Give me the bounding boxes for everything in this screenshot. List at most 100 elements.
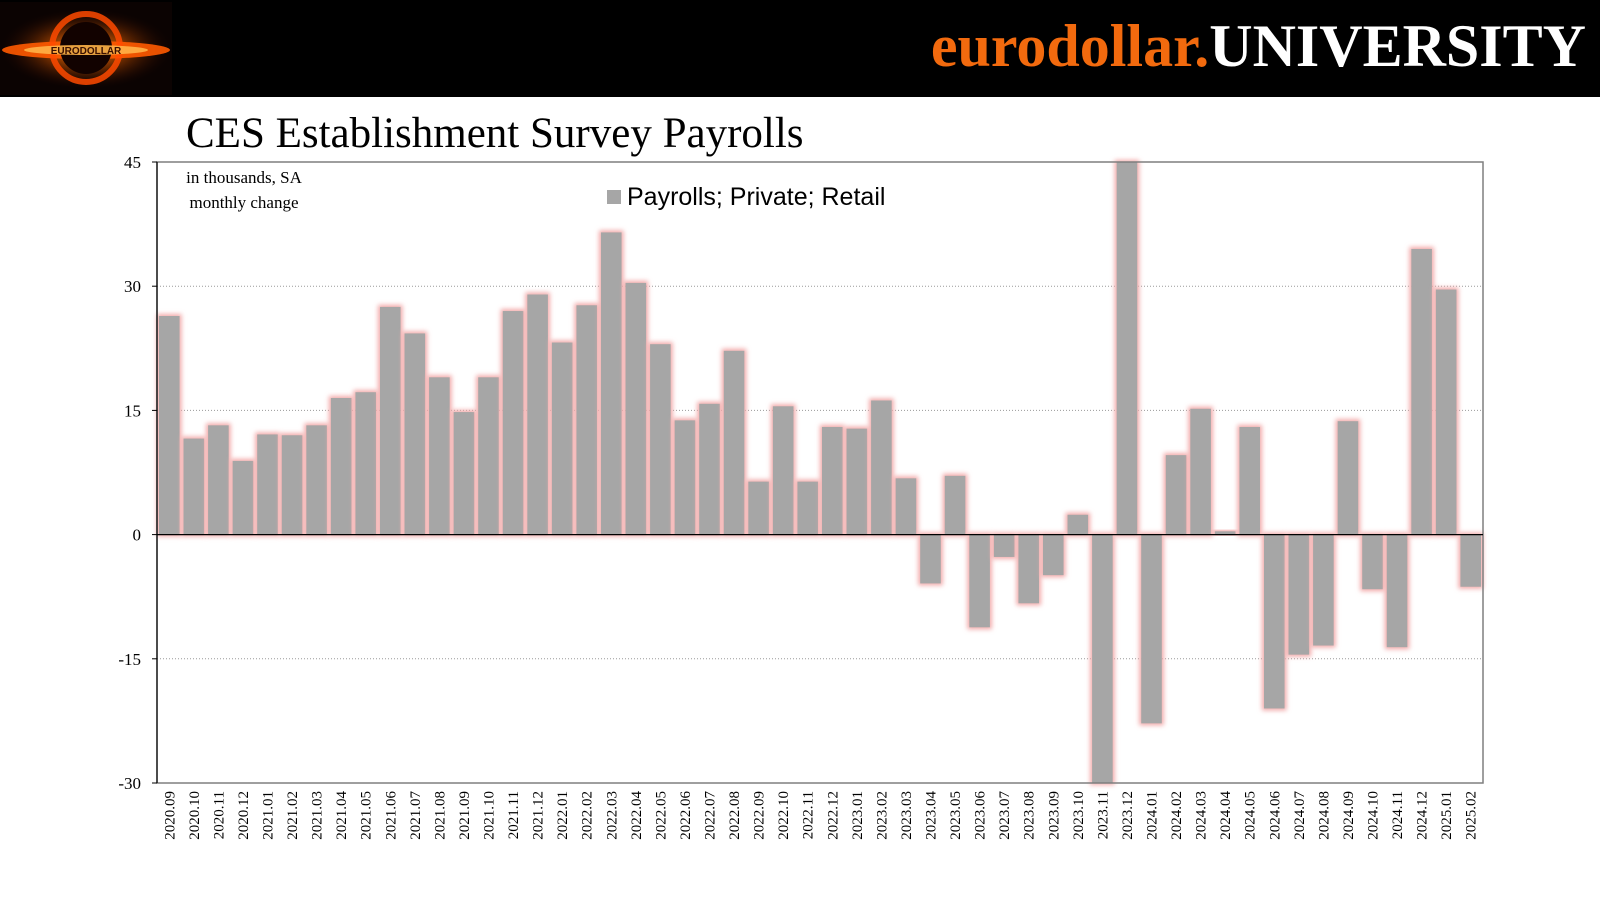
- bar-2022.05: [650, 344, 671, 535]
- x-tick-label: 2023.09: [1046, 791, 1062, 840]
- bar-2024.11: [1386, 534, 1408, 648]
- y-tick-label: 0: [133, 526, 142, 545]
- x-tick-label: 2024.01: [1145, 791, 1161, 840]
- x-tick-label: 2020.10: [187, 791, 203, 840]
- x-tick-label: 2021.02: [285, 791, 301, 840]
- x-tick-label: 2021.11: [506, 791, 522, 839]
- x-tick-label: 2022.05: [653, 791, 669, 840]
- x-tick-label: 2024.08: [1316, 791, 1332, 840]
- bar-2023.07: [993, 534, 1015, 557]
- x-tick-label: 2021.07: [408, 791, 424, 840]
- x-tick-label: 2020.12: [236, 791, 252, 840]
- legend-swatch: [607, 190, 621, 204]
- x-tick-label: 2021.06: [383, 791, 399, 840]
- bar-2021.05: [355, 392, 377, 535]
- x-tick-label: 2024.06: [1267, 791, 1283, 840]
- bar-2025.02: [1460, 534, 1482, 587]
- x-tick-label: 2023.04: [924, 791, 940, 840]
- bar-2023.11: [1092, 534, 1113, 783]
- gridlines: [157, 285, 1483, 660]
- x-tick-label: 2021.03: [310, 791, 326, 840]
- bar-2024.03: [1190, 408, 1211, 535]
- x-tick-label: 2022.12: [825, 791, 841, 840]
- bar-2024.09: [1337, 421, 1359, 535]
- bar-2022.11: [797, 481, 819, 535]
- x-tick-label: 2021.12: [531, 791, 547, 840]
- x-tick-label: 2023.02: [874, 791, 890, 840]
- bar-2022.03: [600, 232, 622, 535]
- x-tick-label: 2022.10: [776, 791, 792, 840]
- x-tick-label: 2023.11: [1095, 791, 1111, 839]
- bar-2021.11: [502, 311, 524, 535]
- bars: [158, 162, 1482, 783]
- bar-2024.08: [1313, 534, 1334, 646]
- y-tick-label: 30: [124, 277, 141, 296]
- x-tick-label: 2024.05: [1243, 791, 1259, 840]
- bar-2021.03: [306, 425, 327, 535]
- logo-image: EURODOLLAR: [0, 9, 172, 89]
- bar-2022.10: [772, 406, 794, 535]
- x-tick-label: 2024.12: [1415, 791, 1431, 840]
- x-tick-label: 2020.11: [211, 791, 227, 839]
- bar-2023.02: [871, 400, 892, 535]
- bar-2022.01: [551, 342, 573, 535]
- x-tick-label: 2024.10: [1366, 791, 1382, 840]
- units-note-line1: in thousands, SA: [186, 168, 302, 187]
- bar-2021.06: [379, 306, 401, 535]
- bar-2021.07: [404, 333, 426, 535]
- bar-2023.03: [895, 478, 917, 535]
- x-tick-label: 2023.07: [997, 791, 1013, 840]
- bar-2021.02: [281, 435, 303, 535]
- y-tick-label: 15: [124, 401, 141, 420]
- x-tick-label: 2021.08: [432, 791, 448, 840]
- bar-2022.09: [748, 481, 769, 535]
- bar-2023.12: [1116, 162, 1138, 535]
- bar-2022.12: [821, 426, 843, 535]
- x-tick-label: 2024.07: [1292, 791, 1308, 840]
- x-tick-label: 2024.11: [1390, 791, 1406, 839]
- x-tick-label: 2022.04: [629, 791, 645, 840]
- x-tick-label: 2024.04: [1218, 791, 1234, 840]
- bar-2020.10: [183, 438, 205, 535]
- y-tick-label: -30: [118, 774, 141, 793]
- x-tick-label: 2023.03: [899, 791, 915, 840]
- legend-label: Payrolls; Private; Retail: [627, 183, 885, 211]
- header-bar: EURODOLLAR eurodollar.UNIVERSITY: [0, 0, 1600, 97]
- bar-2020.11: [208, 425, 229, 535]
- x-tick-label: 2024.02: [1169, 791, 1185, 840]
- bar-2023.01: [846, 428, 868, 535]
- bar-2021.08: [429, 377, 450, 535]
- bar-2024.05: [1239, 426, 1261, 535]
- bar-2024.06: [1263, 534, 1285, 709]
- bar-2023.05: [944, 475, 966, 535]
- bar-2020.09: [158, 316, 180, 535]
- bar-2021.10: [478, 377, 499, 535]
- x-tick-label: 2022.01: [555, 791, 571, 840]
- x-tick-label: 2025.02: [1464, 791, 1480, 840]
- bar-2023.04: [920, 534, 941, 584]
- x-tick-label: 2022.08: [727, 791, 743, 840]
- x-tick-label: 2024.09: [1341, 791, 1357, 840]
- x-tick-label: 2022.06: [678, 791, 694, 840]
- x-tick-label: 2025.01: [1439, 791, 1455, 840]
- x-tick-label: 2021.09: [457, 791, 473, 840]
- brand-title: eurodollar.UNIVERSITY: [931, 6, 1586, 86]
- bar-2021.04: [330, 397, 352, 535]
- x-tick-label: 2023.06: [973, 791, 989, 840]
- x-tick-label: 2022.11: [801, 791, 817, 839]
- legend: Payrolls; Private; Retail: [607, 183, 885, 211]
- x-tick-label: 2022.07: [703, 791, 719, 840]
- x-tick-label: 2021.10: [482, 791, 498, 840]
- bar-2024.07: [1288, 534, 1310, 655]
- x-tick-label: 2023.10: [1071, 791, 1087, 840]
- y-tick-labels: 45 30 15 0 -15 -30: [118, 153, 157, 793]
- bar-2021.01: [257, 434, 278, 535]
- bar-2023.06: [969, 534, 990, 628]
- chart-title: CES Establishment Survey Payrolls: [186, 110, 804, 157]
- bar-2022.07: [699, 403, 720, 535]
- bar-2024.02: [1165, 455, 1187, 535]
- x-tick-label: 2021.01: [261, 791, 277, 840]
- x-tick-label: 2023.12: [1120, 791, 1136, 840]
- bar-2021.09: [453, 412, 475, 535]
